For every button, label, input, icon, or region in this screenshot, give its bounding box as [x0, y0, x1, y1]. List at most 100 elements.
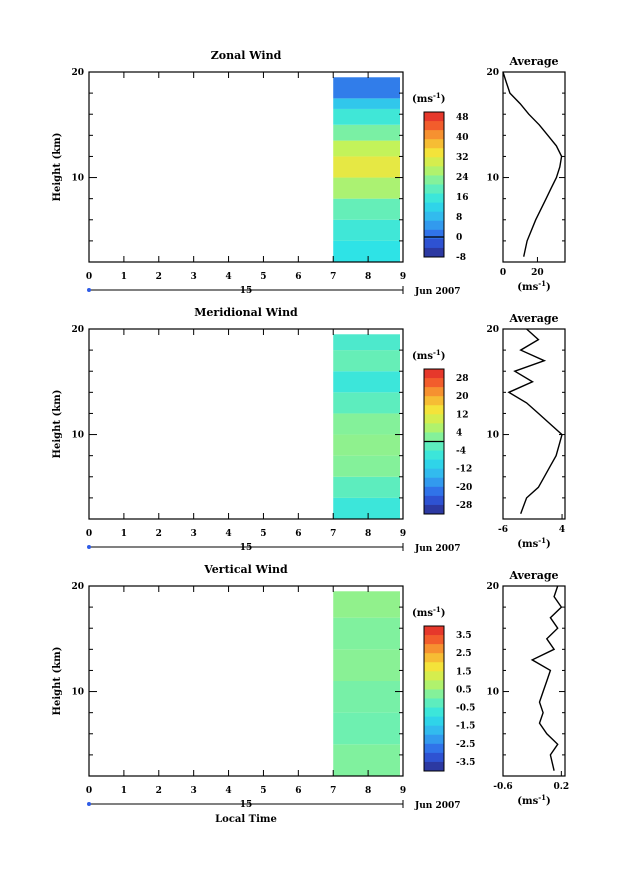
y-axis-label: Height (km): [52, 390, 63, 459]
colorbar-segment: [424, 680, 444, 690]
x-tick-label: 6: [295, 786, 301, 796]
profile-unit-exp: -1: [538, 279, 546, 288]
colorbar-segment: [424, 477, 444, 488]
colorbar-unit-close: ): [441, 94, 446, 105]
colorbar-tick-label: 28: [456, 374, 469, 384]
colorbar-segment: [424, 229, 444, 240]
x-tick-label: 1: [121, 272, 127, 282]
x-tick-label: 0: [86, 272, 92, 282]
colorbar-segment: [424, 450, 444, 461]
colorbar-frame: [423, 111, 445, 258]
panel-1: Zonal Wind 0 1 2 3 4 5 6 7 8 9 10 20 Height (km) 15 Jun…: [52, 49, 566, 297]
heat-band: [333, 476, 400, 498]
colorbar-segment: [424, 166, 444, 176]
heat-band: [333, 350, 400, 372]
colorbar-tick-label: 12: [456, 410, 469, 420]
colorbar-segment: [424, 707, 444, 718]
colorbar-tick-label: 20: [456, 392, 469, 402]
colorbar-segment: [424, 121, 444, 131]
date-marker: [87, 288, 91, 292]
colorbar-tick-label: -8: [456, 253, 466, 263]
colorbar-tick-label: 0: [456, 233, 462, 243]
colorbar-segment: [424, 193, 444, 204]
heat-band: [333, 124, 400, 141]
colorbar-frame: [423, 625, 445, 772]
x-tick-label: 1: [121, 529, 127, 539]
colorbar-segment: [424, 671, 444, 681]
heat-band: [333, 198, 400, 220]
date-month-label: Jun 2007: [414, 801, 461, 811]
colorbar-unit-exp: -1: [433, 348, 441, 357]
colorbar-unit-close: ): [441, 351, 446, 362]
profile-y-tick-label: 10: [486, 688, 499, 698]
heat-band: [333, 712, 400, 745]
profile-line: [530, 585, 563, 771]
y-axis-label: Height (km): [52, 647, 63, 716]
profile-x-tick-label: 0: [500, 268, 506, 278]
heat-band: [333, 98, 400, 109]
colorbar-segment: [424, 414, 444, 424]
x-tick-label: 2: [156, 786, 162, 796]
plot-frame: [88, 585, 404, 777]
heat-band: [333, 649, 400, 681]
heat-band: [333, 744, 400, 776]
heat-band: [333, 240, 400, 262]
colorbar-tick-label: -0.5: [456, 704, 475, 714]
colorbar-unit-exp: -1: [433, 91, 441, 100]
colorbar-segment: [424, 725, 444, 736]
profile-unit-close: ): [546, 539, 551, 550]
panel-3: Vertical Wind 0 1 2 3 4 5 6 7 8 9 10 20 Height (km) 15…: [52, 563, 569, 811]
chart-title: Meridional Wind: [194, 306, 298, 319]
x-tick-label: 7: [330, 272, 336, 282]
x-tick-label: 9: [400, 529, 406, 539]
heat-band: [333, 140, 400, 157]
colorbar-segment: [424, 743, 444, 754]
colorbar-tick-label: 0.5: [456, 685, 472, 695]
colorbar-segment: [424, 175, 444, 185]
colorbar-segment: [424, 761, 444, 772]
colorbar-segment: [424, 378, 444, 388]
colorbar-segment: [424, 441, 444, 452]
colorbar-tick-label: 32: [456, 153, 469, 163]
profile-unit-close: ): [546, 796, 551, 807]
chart-title: Vertical Wind: [203, 563, 288, 576]
colorbar-segment: [424, 130, 444, 140]
profile-x-tick-label: -6: [498, 525, 508, 535]
colorbar-segment: [424, 157, 444, 167]
profile-x-tick-label: 20: [531, 268, 544, 278]
x-tick-label: 3: [191, 786, 197, 796]
profile-title: Average: [508, 312, 558, 325]
colorbar-segment: [424, 387, 444, 397]
y-axis-label: Height (km): [52, 133, 63, 202]
plot-frame: [88, 328, 404, 520]
colorbar-segment: [424, 396, 444, 406]
heat-band: [333, 497, 400, 519]
colorbar-segment: [424, 211, 444, 222]
colorbar-tick-label: -12: [456, 465, 472, 475]
heat-band: [333, 681, 400, 713]
date-day-label: 15: [240, 286, 253, 296]
colorbar-segment: [424, 220, 444, 231]
y-tick-label: 10: [71, 431, 84, 441]
colorbar-segment: [424, 734, 444, 745]
profile-unit: (ms-1): [517, 279, 550, 293]
x-tick-label: 0: [86, 529, 92, 539]
date-month-label: Jun 2007: [414, 544, 461, 554]
colorbar-segment: [424, 662, 444, 672]
colorbar-unit-exp: -1: [433, 605, 441, 614]
colorbar-tick-label: 1.5: [456, 667, 472, 677]
heat-band: [333, 455, 400, 477]
colorbar-tick-label: 8: [456, 213, 462, 223]
date-marker: [87, 545, 91, 549]
colorbar-tick-label: -1.5: [456, 722, 475, 732]
profile-unit-exp: -1: [538, 793, 546, 802]
colorbar-tick-label: 3.5: [456, 631, 472, 641]
x-tick-label: 6: [295, 272, 301, 282]
profile-frame: [502, 585, 566, 777]
colorbar-segment: [424, 405, 444, 415]
x-tick-label: 4: [225, 272, 231, 282]
colorbar-segment: [424, 486, 444, 497]
y-tick-label: 10: [71, 174, 84, 184]
colorbar-segment: [424, 716, 444, 727]
